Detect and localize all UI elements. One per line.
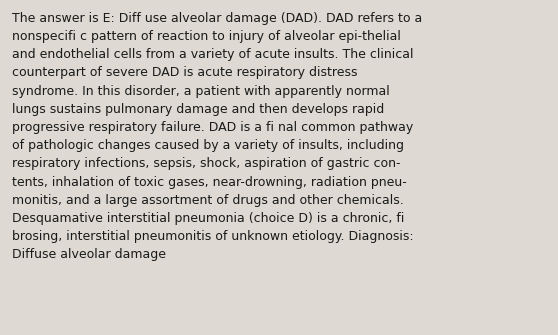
Text: The answer is E: Diff use alveolar damage (DAD). DAD refers to a
nonspecifi c pa: The answer is E: Diff use alveolar damag… [12,12,422,261]
